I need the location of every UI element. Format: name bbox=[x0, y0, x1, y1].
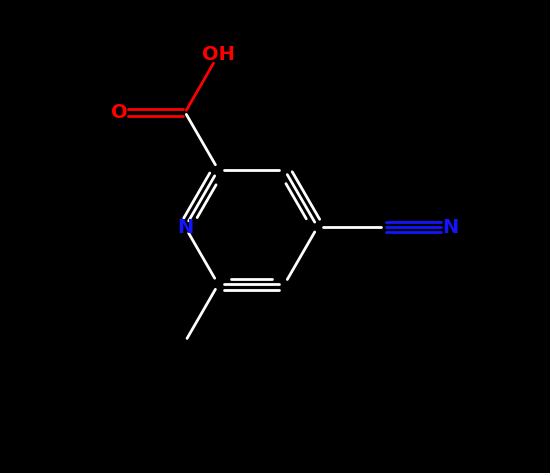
Text: N: N bbox=[442, 218, 458, 236]
Text: O: O bbox=[111, 103, 127, 122]
Text: N: N bbox=[177, 218, 193, 236]
Text: OH: OH bbox=[202, 45, 235, 64]
